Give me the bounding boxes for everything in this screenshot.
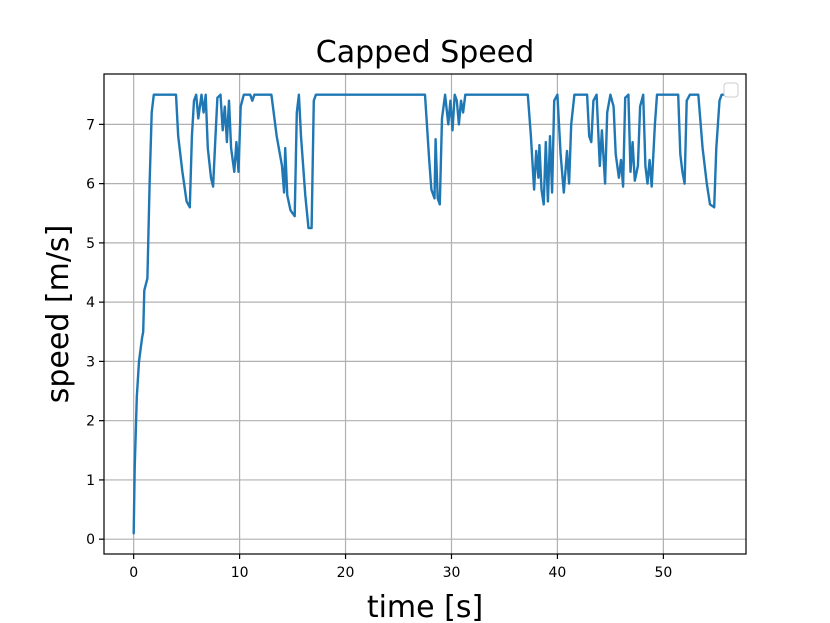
plot-frame [103, 73, 747, 555]
x-axis-label: time [s] [367, 590, 483, 623]
y-tick-label: 4 [86, 295, 95, 311]
y-axis-label: speed [m/s] [41, 225, 76, 404]
x-tick-label: 10 [231, 565, 249, 581]
x-tick-label: 40 [549, 565, 567, 581]
y-tick-label: 6 [86, 177, 95, 193]
y-tick-label: 5 [86, 236, 95, 252]
x-tick-label: 20 [337, 565, 355, 581]
y-tick-label: 0 [86, 532, 95, 548]
grid [104, 74, 746, 554]
legend-box [723, 82, 739, 98]
y-tick-label: 1 [86, 473, 95, 489]
x-tick-label: 50 [654, 565, 672, 581]
x-tick-label: 30 [443, 565, 461, 581]
series-line-0 [132, 93, 725, 535]
x-tick-label: 0 [129, 565, 138, 581]
y-tick-label: 7 [86, 117, 95, 133]
y-tick-label: 2 [86, 414, 95, 430]
series-layer [132, 93, 725, 535]
chart-title: Capped Speed [316, 35, 535, 70]
ticks: 0 10 20 30 40 50 0 1 2 3 4 5 6 7 [86, 117, 672, 581]
y-tick-label: 3 [86, 354, 95, 370]
